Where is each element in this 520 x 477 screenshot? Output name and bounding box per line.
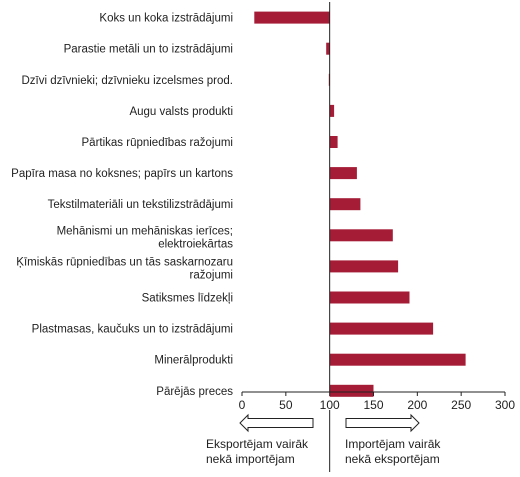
category-label: Ķīmiskās rūpniedības un tās saskarnozaru… xyxy=(16,256,233,281)
category-label: Papīra masa no koksnes; papīrs un karton… xyxy=(11,168,233,180)
category-label: Mehānismi un mehāniskas ierīces; elektroi… xyxy=(57,225,234,250)
x-tick-label: 200 xyxy=(407,398,427,412)
x-axis: 0 50 100 150 200 250 300 xyxy=(239,391,515,412)
direction-arrows xyxy=(239,410,420,472)
bar xyxy=(329,104,335,117)
category-label: Parastie metāli un to izstrādājumi xyxy=(64,44,233,56)
x-tick-label: 250 xyxy=(451,398,471,412)
x-tick-label: 150 xyxy=(363,398,383,412)
bar xyxy=(329,291,410,304)
x-tick-label: 50 xyxy=(279,398,293,412)
category-label: Pārtikas rūpniedības ražojumi xyxy=(82,137,234,149)
bar xyxy=(254,11,330,24)
bar xyxy=(329,322,434,335)
bar xyxy=(329,198,361,211)
bar xyxy=(329,353,466,366)
bar xyxy=(326,42,330,55)
category-label: Plastmasas, kaučuks un to izstrādājumi xyxy=(32,324,233,336)
bar xyxy=(329,384,374,397)
x-tick-label: 300 xyxy=(495,398,515,412)
x-tick-label: 100 xyxy=(320,398,340,412)
right-arrow-icon xyxy=(345,413,420,433)
category-label: Satiksmes līdzekļi xyxy=(142,293,233,305)
left-arrow-icon xyxy=(239,413,314,433)
x-tick-label: 0 xyxy=(239,398,246,412)
category-label: Dzīvi dzīvnieki; dzīvnieku izcelsmes pro… xyxy=(21,75,233,87)
bar xyxy=(329,229,393,242)
bars xyxy=(254,2,466,397)
bar xyxy=(329,260,399,273)
category-label: Tekstilmateriāli un tekstilizstrādājumi xyxy=(48,199,233,211)
category-label: Minerālprodukti xyxy=(154,355,233,367)
category-label: Pārējās preces xyxy=(156,386,233,398)
bar xyxy=(329,167,357,180)
category-label: Augu valsts produkti xyxy=(129,106,233,118)
category-labels: Koks un koka izstrādājumi Parastie metāli… xyxy=(11,13,233,398)
bar xyxy=(329,136,338,148)
category-label: Koks un koka izstrādājumi xyxy=(99,13,233,25)
right-annotation: Importējam vairāk nekā eksportējam xyxy=(345,437,441,466)
left-annotation: Eksportējam vairāk nekā importējam xyxy=(206,437,309,466)
